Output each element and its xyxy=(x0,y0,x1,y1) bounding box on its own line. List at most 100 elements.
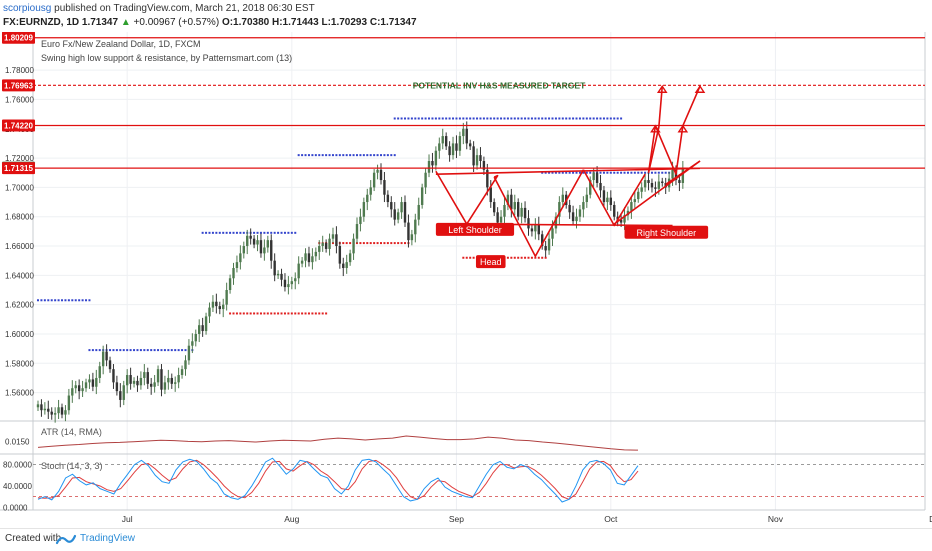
candle-body xyxy=(637,191,640,200)
resistance-dot xyxy=(568,117,571,120)
resistance-dot xyxy=(606,171,609,174)
support-dot xyxy=(362,242,365,245)
support-dot xyxy=(307,312,310,315)
candle-body xyxy=(534,224,537,232)
resistance-dot xyxy=(479,117,482,120)
candle-body xyxy=(163,382,167,390)
candle-body xyxy=(64,410,67,415)
resistance-dot xyxy=(222,231,225,234)
resistance-dot xyxy=(407,117,410,120)
candle-body xyxy=(36,404,40,408)
stoch-pane: Stoch (14, 3, 3) 80.0000 40.0000 0.0000 xyxy=(3,457,925,512)
resistance-dot xyxy=(599,117,602,120)
pattern-label-box xyxy=(435,222,515,236)
resistance-dot xyxy=(548,117,551,120)
resistance-dot xyxy=(157,349,160,352)
resistance-dot xyxy=(572,171,575,174)
inv-hs-pattern[interactable] xyxy=(435,84,706,258)
resistance-dot xyxy=(304,154,307,157)
resistance-dot xyxy=(613,117,616,120)
candle-body xyxy=(589,180,592,195)
resistance-dot xyxy=(609,117,612,120)
time-tick-label: Sep xyxy=(449,514,464,524)
resistance-dot xyxy=(81,299,84,302)
candle-body xyxy=(383,180,386,195)
support-dot xyxy=(263,312,266,315)
price-badge-text: 1.80209 xyxy=(4,34,33,43)
resistance-dot xyxy=(37,299,39,302)
close-value: C:1.71347 xyxy=(369,17,417,28)
support-dot xyxy=(321,312,324,315)
candle-body xyxy=(198,325,201,334)
candle-body xyxy=(571,212,575,222)
price-pane[interactable]: Euro Fx/New Zealand Dollar, 1D, FXCM Swi… xyxy=(33,37,925,423)
resistance-dot xyxy=(620,117,623,120)
candle-body xyxy=(167,377,170,383)
candle-body xyxy=(650,182,654,188)
candle-body xyxy=(208,307,211,317)
resistance-dot xyxy=(640,171,643,174)
candle-body xyxy=(434,150,438,166)
resistance-dot xyxy=(342,154,345,157)
candle-body xyxy=(613,204,616,217)
chart-title: Euro Fx/New Zealand Dollar, 1D, FXCM xyxy=(41,39,201,49)
tradingview-brand-link[interactable]: TradingView xyxy=(80,533,136,544)
candle-body xyxy=(438,143,441,151)
candle-body xyxy=(431,161,434,166)
resistance-dot xyxy=(551,171,554,174)
wedge-apex-line xyxy=(665,160,701,186)
resistance-dot xyxy=(167,349,170,352)
resistance-dot xyxy=(50,299,53,302)
resistance-dot xyxy=(163,349,166,352)
resistance-dot xyxy=(208,231,211,234)
candle-body xyxy=(270,240,273,261)
low-value: L:1.70293 xyxy=(321,17,368,28)
candle-body xyxy=(609,197,613,205)
resistance-dot xyxy=(654,171,657,174)
resistance-dot xyxy=(205,231,208,234)
support-dot xyxy=(242,312,245,315)
price-tick-label: 1.64000 xyxy=(5,271,34,280)
pattern-label-text: Right Shoulder xyxy=(637,228,697,238)
time-axis[interactable]: JulAugSepOctNovDec2018FebMarAprMayJunJul xyxy=(122,514,932,524)
resistance-dot xyxy=(637,171,640,174)
resistance-dot xyxy=(657,171,660,174)
resistance-dot xyxy=(623,171,626,174)
pattern-label-text: Head xyxy=(480,257,502,267)
publish-line: scorpiousg published on TradingView.com,… xyxy=(3,3,315,14)
resistance-dot xyxy=(345,154,348,157)
candle-body xyxy=(369,187,372,195)
resistance-dot xyxy=(500,117,503,120)
price-badge: 1.80209 xyxy=(2,32,35,44)
candle-body xyxy=(444,136,448,147)
resistance-dot xyxy=(109,349,112,352)
change-value: +0.00967 (+0.57%) xyxy=(133,17,220,28)
candle-body xyxy=(215,301,218,307)
candle-body xyxy=(623,215,626,223)
author-link[interactable]: scorpiousg xyxy=(3,3,52,14)
candle-body xyxy=(410,234,414,241)
candle-body xyxy=(602,190,606,203)
candle-body xyxy=(98,366,101,378)
candle-body xyxy=(228,278,232,290)
resistance-dot xyxy=(428,117,431,120)
resistance-dot xyxy=(314,154,317,157)
candle-body xyxy=(60,407,64,415)
support-dot xyxy=(294,312,297,315)
candle-body xyxy=(170,377,173,384)
support-dot xyxy=(266,312,269,315)
chart-canvas[interactable]: Euro Fx/New Zealand Dollar, 1D, FXCM Swi… xyxy=(0,32,932,528)
support-dot xyxy=(232,312,235,315)
resistance-dot xyxy=(352,154,355,157)
candle-body xyxy=(276,273,280,276)
mid-arrow-b xyxy=(677,124,689,133)
horizontal-levels[interactable]: POTENTIAL INV H&S MEASURED TARGET xyxy=(33,37,925,169)
support-dot xyxy=(544,256,547,259)
candle-body xyxy=(331,234,335,239)
candle-body xyxy=(468,143,472,147)
resistance-dot xyxy=(431,117,434,120)
candle-body xyxy=(105,351,108,361)
candle-body xyxy=(149,383,153,387)
resistance-dot xyxy=(513,117,516,120)
candle-body xyxy=(568,204,571,213)
